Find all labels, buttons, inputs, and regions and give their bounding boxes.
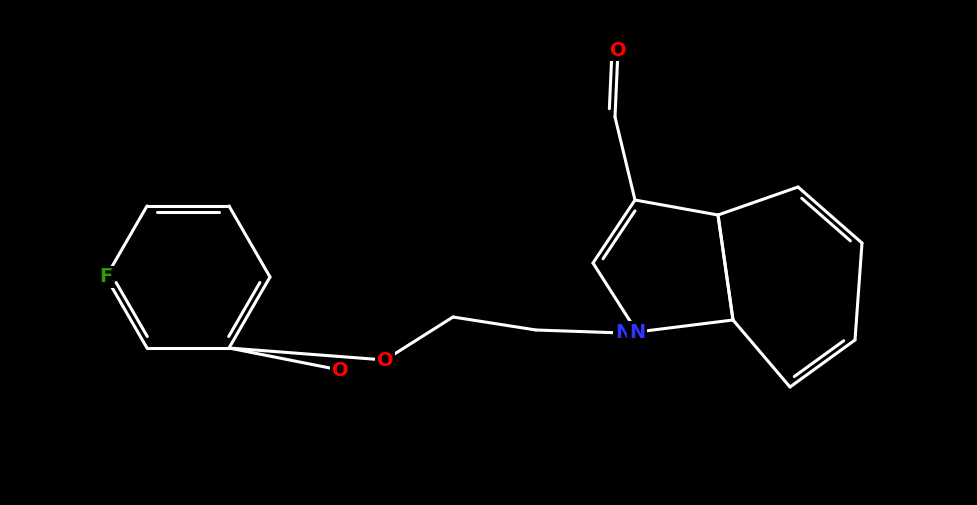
Text: O: O	[376, 350, 393, 370]
Text: O: O	[609, 40, 625, 60]
Text: O: O	[331, 361, 348, 379]
Text: F: F	[100, 268, 112, 286]
Text: N: N	[628, 323, 645, 341]
Text: O: O	[376, 350, 393, 370]
Text: F: F	[100, 268, 112, 286]
Text: N: N	[615, 324, 630, 342]
